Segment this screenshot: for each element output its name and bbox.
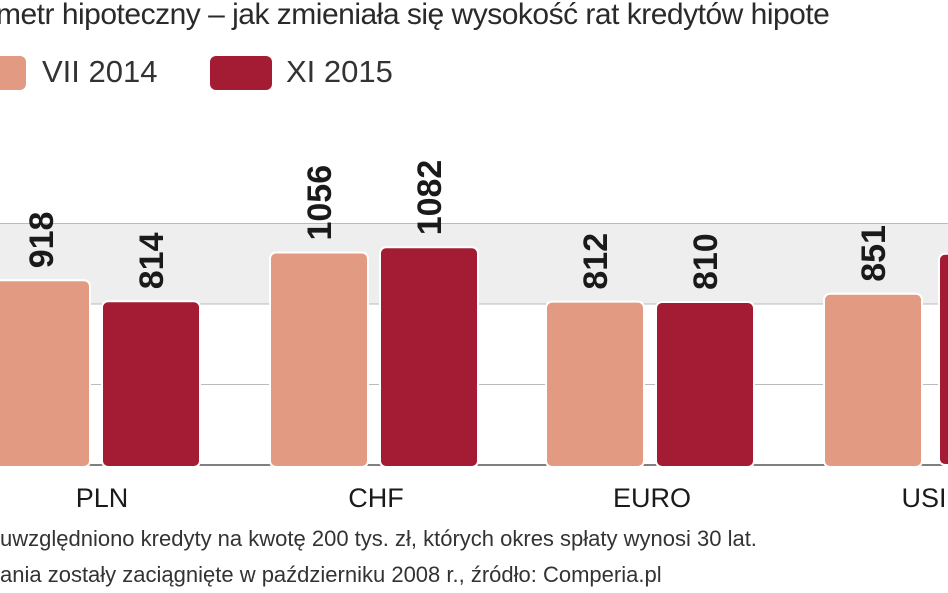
value-label-euro-vii-2014: 812 [577, 233, 615, 290]
category-label-usi: USI [901, 483, 946, 513]
value-label-chf-xi-2015: 1082 [411, 160, 449, 236]
value-label-pln-vii-2014: 918 [23, 212, 61, 269]
value-label-pln-xi-2015: 814 [133, 232, 171, 289]
bar-euro-xi-2015 [655, 301, 755, 469]
value-label-euro-xi-2015: 810 [687, 233, 725, 290]
bar-pln-vii-2014 [0, 279, 91, 468]
footnote-1: uwzględniono kredyty na kwotę 200 tys. z… [0, 526, 757, 551]
bar-chf-xi-2015 [379, 246, 479, 468]
legend-swatch-vii-2014 [0, 56, 26, 90]
legend-swatch-xi-2015 [210, 56, 272, 90]
footnote-2: ania zostały zaciągnięte w październiku … [0, 562, 662, 587]
category-label-chf: CHF [348, 483, 404, 513]
bar-usi-vii-2014 [823, 292, 923, 469]
bar-pln-xi-2015 [101, 300, 201, 468]
bar-chart: 918 814 1056 1082 812 810 851 PLN CHF EURO USI [0, 160, 948, 513]
value-label-usi-vii-2014: 851 [855, 225, 893, 282]
legend-label-xi-2015: XI 2015 [286, 54, 393, 89]
value-label-chf-vii-2014: 1056 [301, 165, 339, 241]
bar-chf-vii-2014 [269, 251, 369, 468]
category-label-pln: PLN [76, 483, 129, 513]
bar-usi-xi-2015-cropped [938, 252, 948, 466]
category-label-euro: EURO [613, 483, 691, 513]
legend-label-vii-2014: VII 2014 [42, 54, 158, 89]
chart-title: metr hipoteczny – jak zmieniała się wyso… [0, 0, 830, 31]
bar-euro-vii-2014 [545, 300, 645, 469]
